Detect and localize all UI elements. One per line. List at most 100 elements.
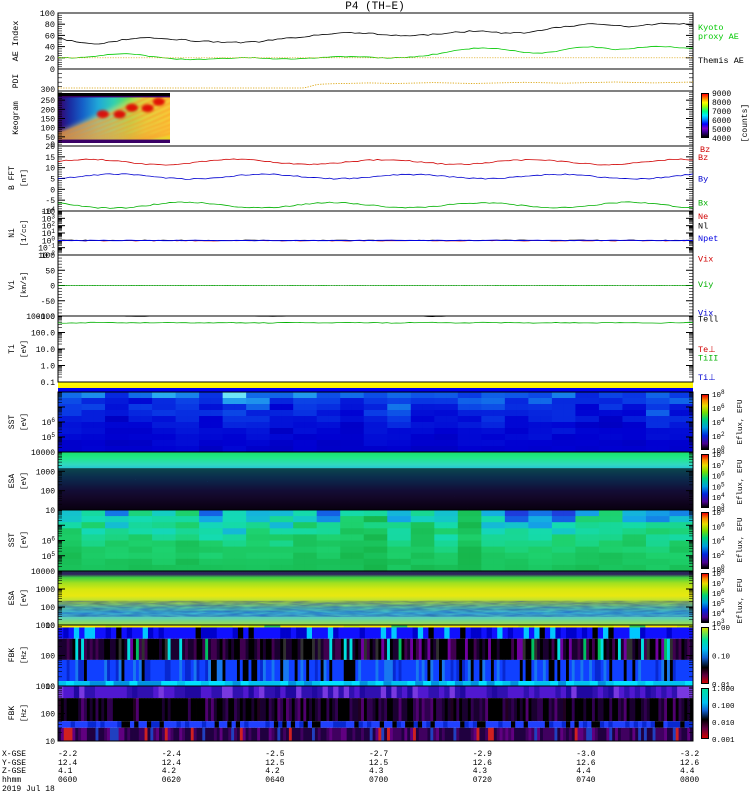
svg-text:0600: 0600	[58, 776, 77, 785]
svg-text:0640: 0640	[265, 776, 284, 785]
svg-text:AE Index: AE Index	[11, 21, 21, 62]
svg-text:106: 106	[712, 521, 725, 532]
svg-text:0700: 0700	[369, 776, 388, 785]
svg-text:7000: 7000	[712, 108, 731, 117]
svg-text:0.001: 0.001	[712, 737, 735, 745]
svg-text:80: 80	[45, 20, 55, 30]
svg-text:100: 100	[41, 125, 56, 134]
svg-text:100: 100	[41, 711, 56, 720]
svg-text:1.0: 1.0	[41, 363, 56, 372]
svg-text:250: 250	[41, 97, 56, 106]
svg-text:102: 102	[712, 431, 725, 442]
svg-text:[eV]: [eV]	[21, 531, 29, 549]
svg-text:Nl: Nl	[698, 222, 708, 232]
svg-text:10000: 10000	[31, 449, 55, 458]
svg-text:1000: 1000	[36, 683, 55, 692]
svg-text:[km/s]: [km/s]	[21, 271, 29, 298]
svg-text:[Hz]: [Hz]	[21, 704, 29, 722]
svg-text:-50: -50	[41, 298, 56, 307]
svg-text:4.3: 4.3	[369, 767, 384, 776]
svg-text:[eV]: [eV]	[21, 340, 29, 358]
svg-text:Tell: Tell	[698, 314, 718, 324]
svg-text:Themis AE: Themis AE	[698, 56, 744, 66]
svg-text:102: 102	[712, 550, 725, 561]
svg-text:[eV]: [eV]	[21, 413, 29, 431]
svg-text:Ti⊥: Ti⊥	[698, 373, 716, 383]
svg-text:105: 105	[712, 481, 725, 492]
svg-text:106: 106	[42, 536, 56, 547]
svg-text:X-GSE: X-GSE	[2, 750, 26, 759]
svg-text:1000: 1000	[36, 622, 55, 631]
svg-text:105: 105	[42, 551, 56, 562]
svg-text:106: 106	[42, 417, 56, 428]
svg-text:10: 10	[45, 738, 55, 747]
svg-text:[nT]: [nT]	[21, 169, 29, 187]
svg-text:105: 105	[42, 432, 56, 443]
svg-text:20: 20	[45, 54, 55, 64]
svg-text:-2.5: -2.5	[265, 750, 284, 759]
svg-text:0: 0	[50, 283, 55, 292]
svg-text:-2.4: -2.4	[162, 750, 181, 759]
svg-text:SST: SST	[8, 415, 17, 430]
svg-text:6000: 6000	[712, 117, 731, 126]
svg-text:Eflux, EFU: Eflux, EFU	[737, 399, 745, 444]
svg-text:104: 104	[712, 492, 725, 503]
svg-text:-3.0: -3.0	[576, 750, 595, 759]
svg-text:50: 50	[45, 267, 55, 276]
svg-text:1000: 1000	[36, 468, 55, 477]
svg-text:proxy AE: proxy AE	[698, 32, 739, 42]
svg-text:4.2: 4.2	[162, 767, 177, 776]
svg-text:300: 300	[41, 86, 56, 95]
svg-text:100: 100	[40, 9, 55, 19]
svg-text:Vix: Vix	[698, 255, 713, 265]
svg-text:FBK: FBK	[8, 706, 17, 721]
svg-text:150: 150	[41, 116, 56, 125]
svg-text:108: 108	[712, 389, 725, 400]
svg-text:By: By	[698, 175, 708, 185]
svg-text:10: 10	[45, 165, 55, 174]
svg-text:TiII: TiII	[698, 353, 718, 363]
svg-text:0720: 0720	[473, 776, 492, 785]
svg-text:5: 5	[50, 176, 55, 185]
svg-text:4.1: 4.1	[58, 767, 73, 776]
svg-text:Keogram: Keogram	[12, 101, 21, 135]
svg-text:Z-GSE: Z-GSE	[2, 767, 26, 776]
svg-text:B FFT: B FFT	[8, 166, 17, 190]
svg-text:Eflux, EFU: Eflux, EFU	[737, 578, 745, 623]
svg-text:10: 10	[45, 507, 55, 516]
svg-text:Bz: Bz	[698, 153, 708, 163]
svg-text:0: 0	[50, 186, 55, 195]
svg-text:-2.7: -2.7	[369, 750, 388, 759]
svg-text:Eflux, EFU: Eflux, EFU	[737, 459, 745, 504]
svg-text:2019 Jul 18: 2019 Jul 18	[2, 785, 55, 794]
svg-text:10.0: 10.0	[36, 346, 55, 355]
svg-text:100: 100	[41, 604, 56, 613]
svg-text:1000.0: 1000.0	[26, 313, 55, 322]
svg-text:Ni: Ni	[8, 228, 17, 238]
svg-text:SST: SST	[8, 533, 17, 548]
svg-text:4.2: 4.2	[265, 767, 280, 776]
svg-text:100: 100	[41, 252, 56, 261]
svg-text:0.10: 0.10	[712, 654, 731, 662]
svg-text:106: 106	[712, 471, 725, 482]
svg-text:hhmm: hhmm	[2, 776, 21, 785]
svg-text:60: 60	[45, 31, 55, 41]
svg-text:[eV]: [eV]	[21, 589, 29, 607]
svg-text:4000: 4000	[712, 135, 731, 144]
svg-text:1.00: 1.00	[712, 625, 731, 633]
svg-text:0.100: 0.100	[712, 703, 735, 711]
svg-text:100.0: 100.0	[31, 330, 55, 339]
svg-text:0: 0	[50, 65, 55, 75]
svg-text:PDI: PDI	[12, 74, 21, 88]
svg-text:ESA: ESA	[8, 591, 17, 606]
svg-text:Eflux, EFU: Eflux, EFU	[737, 517, 745, 562]
svg-text:0740: 0740	[576, 776, 595, 785]
svg-text:0800: 0800	[680, 776, 699, 785]
svg-text:107: 107	[712, 460, 725, 471]
svg-text:ESA: ESA	[8, 474, 17, 489]
svg-text:8000: 8000	[712, 99, 731, 108]
svg-text:0.010: 0.010	[712, 720, 735, 728]
svg-text:4.4: 4.4	[576, 767, 591, 776]
svg-text:Viy: Viy	[698, 280, 713, 290]
svg-text:[1/cc]: [1/cc]	[21, 219, 29, 246]
